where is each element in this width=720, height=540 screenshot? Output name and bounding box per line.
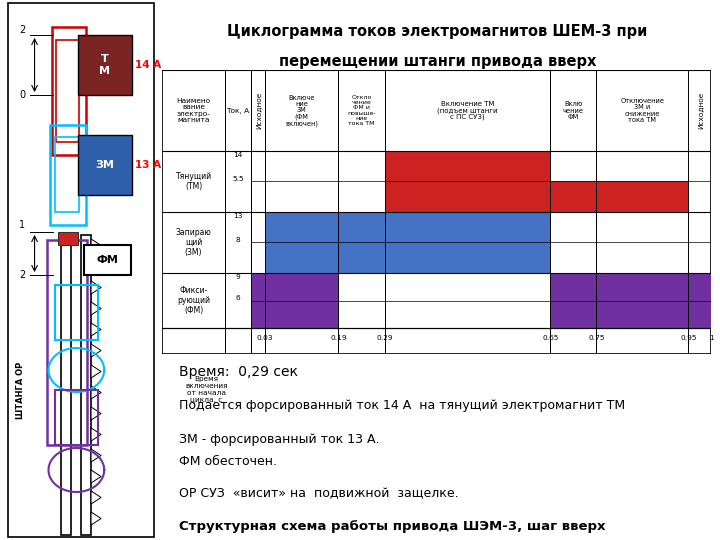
Text: Время
включения
от начала
цикла, с: Время включения от начала цикла, с (185, 376, 228, 403)
Bar (384, 151, 550, 212)
Bar (84, 245, 130, 275)
Text: 0: 0 (19, 90, 25, 100)
Bar (265, 212, 550, 273)
Text: ФМ обесточен.: ФМ обесточен. (179, 455, 276, 468)
Text: 0.19: 0.19 (330, 335, 347, 341)
Text: перемещении штанги привода вверх: перемещении штанги привода вверх (279, 54, 596, 69)
Polygon shape (91, 470, 101, 483)
Polygon shape (91, 323, 101, 336)
Text: Т
М: Т М (99, 54, 110, 76)
Text: Исходное: Исходное (697, 92, 703, 129)
Polygon shape (91, 344, 101, 357)
Text: 2: 2 (19, 270, 25, 280)
Text: Подается форсированный ток 14 А  на тянущий электромагнит ТМ: Подается форсированный ток 14 А на тянущ… (179, 400, 625, 413)
Text: Включе
ние
3М
(ФМ
включен): Включе ние 3М (ФМ включен) (285, 94, 318, 126)
Polygon shape (91, 407, 101, 420)
Text: 6: 6 (235, 295, 240, 301)
Text: ЗМ - форсированный ток 13 А.: ЗМ - форсированный ток 13 А. (179, 433, 379, 446)
Text: ФМ: ФМ (96, 255, 118, 265)
Text: 0.29: 0.29 (376, 335, 393, 341)
Text: 8: 8 (235, 237, 240, 242)
Bar (550, 181, 688, 212)
Text: Время:  0,29 сек: Время: 0,29 сек (179, 366, 297, 379)
Text: 13: 13 (233, 213, 243, 219)
Text: 14: 14 (233, 152, 243, 158)
Text: 0.03: 0.03 (256, 335, 273, 341)
Text: Структурная схема работы привода ШЭМ-3, шаг вверх: Структурная схема работы привода ШЭМ-3, … (179, 521, 605, 534)
Bar (78, 35, 132, 95)
Text: 0.75: 0.75 (588, 335, 605, 341)
Text: Исходное: Исходное (255, 92, 261, 129)
Bar (550, 273, 711, 328)
Bar (56, 40, 79, 142)
Bar (52, 27, 86, 155)
Bar (58, 232, 78, 245)
Text: Запираю
щий
(ЗМ): Запираю щий (ЗМ) (176, 228, 212, 256)
Polygon shape (91, 281, 101, 294)
Polygon shape (91, 449, 101, 462)
Text: Наимено
вание
электро-
магнита: Наимено вание электро- магнита (176, 98, 211, 123)
Text: 0.65: 0.65 (542, 335, 559, 341)
Bar (55, 390, 98, 445)
Polygon shape (91, 491, 101, 504)
Polygon shape (91, 365, 101, 378)
Bar (55, 285, 98, 340)
Text: 1: 1 (709, 335, 714, 341)
Text: 1: 1 (19, 220, 25, 230)
Text: ОР СУЗ  «висит» на  подвижной  защелке.: ОР СУЗ «висит» на подвижной защелке. (179, 487, 458, 500)
Text: Откло
чение
ФМ и
повыше-
ние
тока ТМ: Откло чение ФМ и повыше- ние тока ТМ (347, 95, 376, 126)
Text: ШТАНГА ОР: ШТАНГА ОР (16, 361, 25, 419)
Text: Отключение
3М и
снижение
тока ТМ: Отключение 3М и снижение тока ТМ (621, 98, 665, 123)
Text: ЗМ: ЗМ (96, 160, 114, 170)
Text: 9: 9 (235, 274, 240, 280)
Bar (61, 235, 71, 535)
Text: Циклограмма токов электромагнитов ШЕМ-3 при: Циклограмма токов электромагнитов ШЕМ-3 … (228, 24, 647, 39)
Bar (55, 137, 78, 212)
Text: 2: 2 (19, 25, 25, 35)
Text: 13 А: 13 А (135, 160, 161, 170)
Bar (78, 135, 132, 195)
Polygon shape (91, 512, 101, 525)
Text: Тянущий
(ТМ): Тянущий (ТМ) (176, 172, 212, 191)
Bar (50, 125, 86, 225)
Text: Ток, А: Ток, А (227, 107, 250, 113)
Text: Фикси-
рующий
(ФМ): Фикси- рующий (ФМ) (177, 286, 210, 315)
Bar (251, 273, 338, 328)
Text: 0.95: 0.95 (680, 335, 696, 341)
Polygon shape (91, 239, 101, 252)
Polygon shape (91, 260, 101, 273)
Text: Включение ТМ
(подъем штанги
с ПС СУЗ): Включение ТМ (подъем штанги с ПС СУЗ) (437, 101, 498, 120)
Text: 5.5: 5.5 (233, 176, 244, 181)
Polygon shape (91, 302, 101, 315)
Bar (81, 235, 91, 535)
Polygon shape (91, 428, 101, 441)
Text: Вклю
чение
ФМ: Вклю чение ФМ (563, 102, 584, 120)
Polygon shape (91, 386, 101, 399)
Bar (47, 240, 87, 445)
Text: 14 А: 14 А (135, 60, 161, 70)
